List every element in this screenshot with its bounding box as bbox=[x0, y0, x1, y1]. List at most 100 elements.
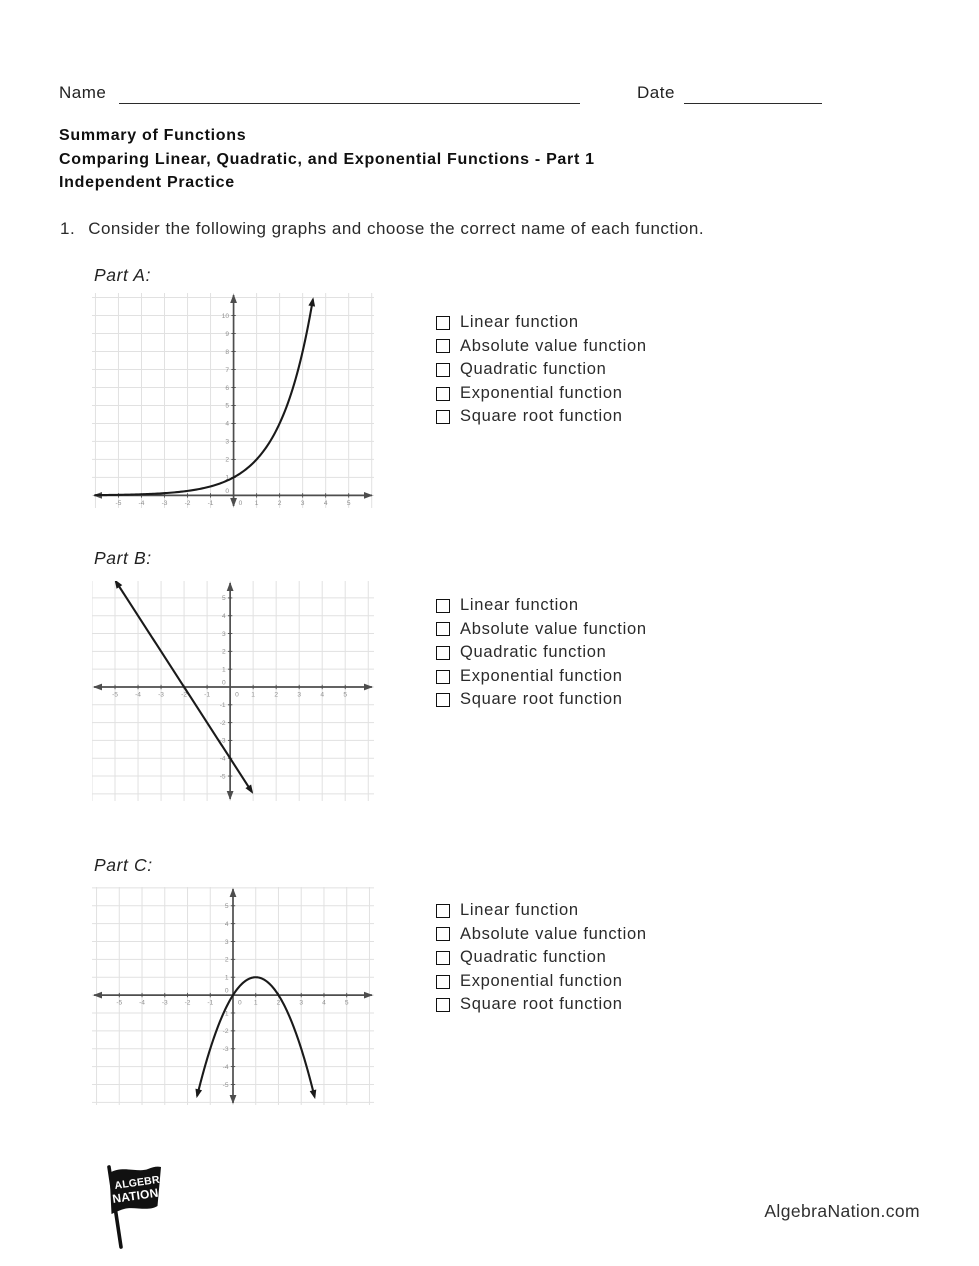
option-linear[interactable]: Linear function bbox=[436, 594, 647, 618]
svg-text:5: 5 bbox=[222, 595, 226, 602]
svg-text:0: 0 bbox=[225, 488, 229, 495]
checkbox-icon[interactable] bbox=[436, 598, 450, 613]
site-url: AlgebraNation.com bbox=[764, 1201, 920, 1221]
svg-text:0: 0 bbox=[239, 500, 243, 507]
svg-text:-4: -4 bbox=[220, 756, 226, 763]
part-c-options: Linear function Absolute value function … bbox=[436, 899, 647, 1017]
svg-text:4: 4 bbox=[225, 421, 229, 428]
svg-text:0: 0 bbox=[235, 691, 239, 698]
svg-text:1: 1 bbox=[255, 500, 259, 507]
svg-text:0: 0 bbox=[222, 679, 226, 686]
checkbox-icon[interactable] bbox=[436, 669, 450, 684]
svg-text:3: 3 bbox=[301, 500, 305, 507]
title-block: Summary of Functions Comparing Linear, Q… bbox=[59, 124, 779, 195]
svg-text:3: 3 bbox=[297, 691, 301, 698]
svg-text:5: 5 bbox=[225, 403, 229, 410]
worksheet-section: Independent Practice bbox=[59, 174, 235, 191]
svg-text:5: 5 bbox=[225, 903, 229, 910]
option-exponential[interactable]: Exponential function bbox=[436, 970, 647, 994]
checkbox-icon[interactable] bbox=[436, 362, 450, 377]
part-b-options: Linear function Absolute value function … bbox=[436, 594, 647, 712]
svg-text:-1: -1 bbox=[208, 500, 214, 507]
svg-text:-2: -2 bbox=[223, 1028, 229, 1035]
algebra-nation-flag-logo: ALGEBRA NATION bbox=[107, 1165, 164, 1249]
svg-text:1: 1 bbox=[225, 975, 229, 982]
question-text: Consider the following graphs and choose… bbox=[88, 219, 705, 238]
svg-text:1: 1 bbox=[254, 1000, 258, 1007]
svg-text:1: 1 bbox=[225, 475, 229, 482]
checkbox-icon[interactable] bbox=[436, 693, 450, 708]
svg-text:4: 4 bbox=[324, 500, 328, 507]
checkbox-icon[interactable] bbox=[436, 645, 450, 660]
svg-text:5: 5 bbox=[347, 500, 351, 507]
svg-text:4: 4 bbox=[322, 1000, 326, 1007]
checkbox-icon[interactable] bbox=[436, 950, 450, 965]
svg-text:2: 2 bbox=[274, 691, 278, 698]
option-absolute-value[interactable]: Absolute value function bbox=[436, 618, 647, 642]
option-quadratic[interactable]: Quadratic function bbox=[436, 358, 647, 382]
svg-text:7: 7 bbox=[225, 367, 229, 374]
option-square-root[interactable]: Square root function bbox=[436, 688, 647, 712]
svg-text:8: 8 bbox=[225, 349, 229, 356]
worksheet-subtitle: Comparing Linear, Quadratic, and Exponen… bbox=[59, 150, 595, 168]
option-exponential[interactable]: Exponential function bbox=[436, 665, 647, 689]
svg-text:-3: -3 bbox=[220, 738, 226, 745]
graph-part-c-quadratic: -5 -4 -3 -2 -1 0 1 2 3 4 5 -5 -4 -3 -2 -1 0 1 2 3 4 5 bbox=[92, 887, 374, 1105]
svg-text:2: 2 bbox=[277, 1000, 281, 1007]
svg-text:2: 2 bbox=[222, 649, 226, 656]
checkbox-icon[interactable] bbox=[436, 410, 450, 425]
option-absolute-value[interactable]: Absolute value function bbox=[436, 335, 647, 359]
option-linear[interactable]: Linear function bbox=[436, 311, 647, 335]
svg-text:1: 1 bbox=[222, 666, 226, 673]
svg-text:-1: -1 bbox=[204, 691, 210, 698]
checkbox-icon[interactable] bbox=[436, 339, 450, 354]
svg-text:-3: -3 bbox=[223, 1046, 229, 1053]
option-quadratic[interactable]: Quadratic function bbox=[436, 946, 647, 970]
svg-text:3: 3 bbox=[225, 939, 229, 946]
checkbox-icon[interactable] bbox=[436, 927, 450, 942]
checkbox-icon[interactable] bbox=[436, 903, 450, 918]
option-exponential[interactable]: Exponential function bbox=[436, 382, 647, 406]
name-input-line[interactable] bbox=[119, 84, 580, 104]
option-quadratic[interactable]: Quadratic function bbox=[436, 641, 647, 665]
svg-text:-3: -3 bbox=[158, 691, 164, 698]
svg-text:9: 9 bbox=[225, 331, 229, 338]
checkbox-icon[interactable] bbox=[436, 622, 450, 637]
svg-text:-2: -2 bbox=[185, 500, 191, 507]
svg-text:-5: -5 bbox=[112, 691, 118, 698]
svg-text:5: 5 bbox=[345, 1000, 349, 1007]
logo-text-line2: NATION bbox=[111, 1186, 159, 1206]
part-b-label: Part B: bbox=[94, 548, 152, 568]
part-a-label: Part A: bbox=[94, 265, 152, 285]
part-c-label: Part C: bbox=[94, 855, 153, 875]
svg-text:-5: -5 bbox=[116, 1000, 122, 1007]
svg-text:-3: -3 bbox=[162, 500, 168, 507]
checkbox-icon[interactable] bbox=[436, 386, 450, 401]
svg-text:-3: -3 bbox=[162, 1000, 168, 1007]
worksheet-title: Summary of Functions bbox=[59, 127, 247, 144]
name-label: Name bbox=[59, 83, 107, 102]
checkbox-icon[interactable] bbox=[436, 315, 450, 330]
svg-text:5: 5 bbox=[343, 691, 347, 698]
svg-text:-2: -2 bbox=[220, 720, 226, 727]
svg-text:0: 0 bbox=[225, 988, 229, 995]
checkbox-icon[interactable] bbox=[436, 998, 450, 1013]
flag-shape bbox=[109, 1166, 161, 1214]
svg-text:-1: -1 bbox=[220, 702, 226, 709]
option-absolute-value[interactable]: Absolute value function bbox=[436, 923, 647, 947]
svg-text:4: 4 bbox=[320, 691, 324, 698]
option-square-root[interactable]: Square root function bbox=[436, 405, 647, 429]
svg-text:-4: -4 bbox=[139, 1000, 145, 1007]
option-square-root[interactable]: Square root function bbox=[436, 993, 647, 1017]
graph-part-a-exponential: -5 -4 -3 -2 -1 0 1 2 3 4 5 0 1 2 3 4 5 6 7 8 9 10 bbox=[92, 293, 374, 508]
svg-text:0: 0 bbox=[238, 1000, 242, 1007]
svg-text:-5: -5 bbox=[223, 1082, 229, 1089]
date-label: Date bbox=[637, 83, 675, 102]
svg-text:-2: -2 bbox=[181, 691, 187, 698]
date-input-line[interactable] bbox=[684, 84, 822, 104]
part-a-options: Linear function Absolute value function … bbox=[436, 311, 647, 429]
option-linear[interactable]: Linear function bbox=[436, 899, 647, 923]
checkbox-icon[interactable] bbox=[436, 974, 450, 989]
svg-text:-1: -1 bbox=[223, 1010, 229, 1017]
